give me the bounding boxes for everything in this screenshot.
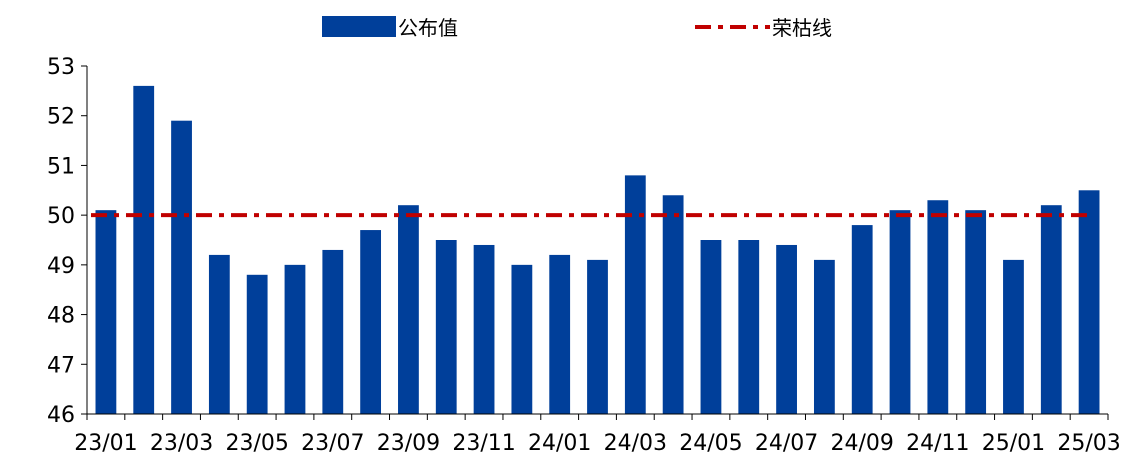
legend-label-bar: 公布值 [398, 16, 458, 40]
bar-23-12 [511, 264, 533, 414]
bar-24-10 [889, 210, 911, 414]
bar-25-01 [1003, 259, 1024, 414]
y-tick-label: 52 [47, 105, 75, 130]
bar-25-03 [1078, 190, 1100, 414]
x-tick-label: 24/07 [755, 431, 818, 456]
x-tick-label: 24/01 [528, 431, 591, 456]
y-axis-ticks: 46 47 48 49 50 51 52 53 [47, 55, 87, 428]
bars [95, 85, 1100, 414]
bar-24-05 [700, 240, 722, 414]
bar-24-04 [662, 195, 684, 414]
legend-swatch-bar [322, 16, 396, 37]
bar-24-11 [927, 200, 949, 414]
y-tick-label: 53 [47, 55, 75, 80]
legend-label-line: 荣枯线 [772, 16, 832, 40]
x-tick-label: 24/05 [679, 431, 742, 456]
bar-23-10 [435, 240, 457, 414]
bar-24-01 [549, 254, 571, 414]
y-tick-label: 46 [47, 403, 75, 428]
x-tick-label: 24/09 [831, 431, 894, 456]
bar-23-09 [398, 205, 419, 414]
bar-23-02 [133, 85, 155, 414]
bar-23-04 [208, 254, 230, 414]
axes [86, 66, 1108, 415]
bar-23-08 [360, 230, 382, 414]
bar-23-06 [284, 264, 306, 414]
bar-23-07 [322, 249, 344, 414]
y-tick-label: 47 [47, 353, 75, 378]
x-tick-label: 23/05 [225, 431, 288, 456]
bar-24-06 [738, 240, 760, 414]
x-tick-label: 24/11 [906, 431, 969, 456]
bar-23-01 [95, 210, 117, 414]
bar-24-09 [851, 225, 873, 414]
bar-23-05 [246, 274, 268, 414]
y-tick-label: 48 [47, 304, 75, 329]
x-tick-label: 25/01 [982, 431, 1045, 456]
y-tick-label: 51 [47, 154, 75, 179]
legend: 公布值 荣枯线 [322, 16, 832, 40]
bar-23-11 [473, 244, 495, 414]
x-tick-label: 23/01 [74, 431, 137, 456]
bar-24-12 [965, 210, 987, 414]
bar-24-08 [813, 259, 835, 414]
bar-25-02 [1040, 205, 1062, 414]
x-tick-label: 25/03 [1057, 431, 1120, 456]
x-tick-label: 24/03 [604, 431, 667, 456]
bar-24-02 [587, 259, 608, 414]
bar-23-03 [171, 120, 192, 414]
x-tick-label: 23/11 [452, 431, 515, 456]
bar-24-03 [624, 175, 646, 414]
y-tick-label: 49 [47, 254, 75, 279]
y-tick-label: 50 [47, 204, 75, 229]
x-tick-label: 23/09 [377, 431, 440, 456]
x-tick-label: 23/07 [301, 431, 364, 456]
x-axis-ticks: 23/01 23/03 23/05 23/07 23/09 23/11 24/01 24/03… [74, 414, 1121, 456]
x-tick-label: 23/03 [150, 431, 213, 456]
bar-24-07 [776, 244, 797, 414]
